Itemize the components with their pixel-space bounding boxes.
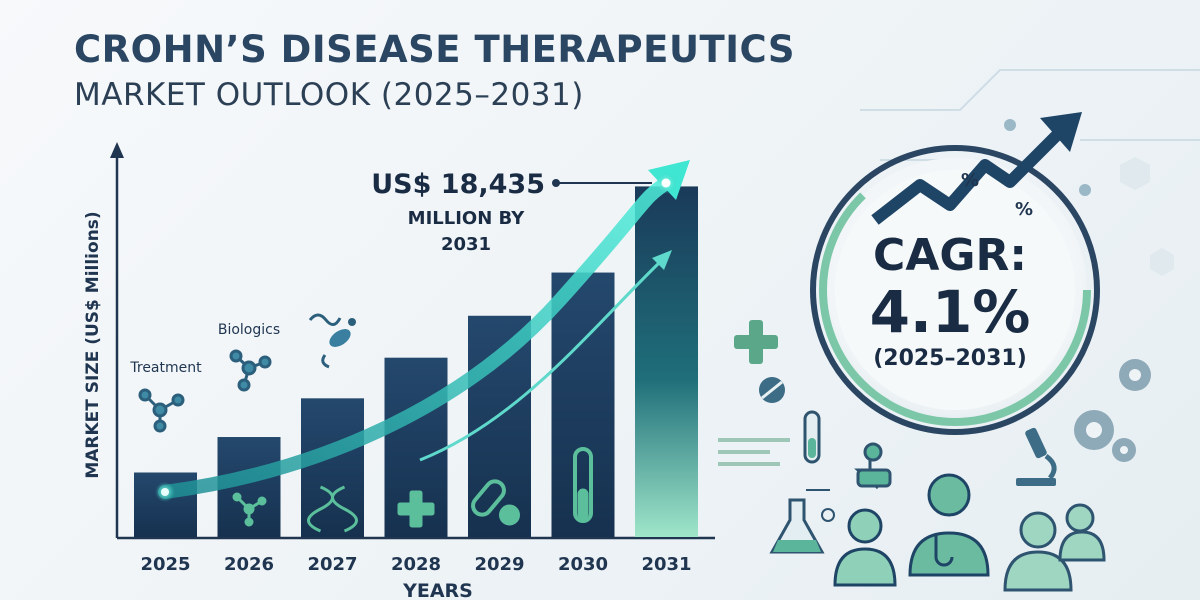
value-annotation: US$ 18,435 MILLION BY 2031 (371, 169, 545, 255)
trend-arrow-icon (871, 127, 1065, 225)
cagr-period: (2025–2031) (873, 346, 1027, 371)
cagr-badge: % % CAGR: 4.1% (2025–2031) (810, 112, 1100, 435)
stethoscope-icon (854, 442, 892, 490)
title-block: CROHN’S DISEASE THERAPEUTICS MARKET OUTL… (74, 28, 795, 113)
bar-2031 (635, 186, 698, 537)
percent-glyph-1: % (961, 170, 979, 191)
annotation-line3: 2031 (441, 234, 491, 255)
nurse-icon (833, 508, 897, 587)
cross-icon (397, 490, 435, 528)
dna-icon (307, 485, 358, 533)
cagr-value: 4.1% (870, 278, 1031, 346)
x-tick-label: 2031 (641, 554, 691, 575)
biologics-label: Biologics (218, 322, 280, 338)
growth-arrow (155, 160, 690, 502)
gear-icon (1074, 359, 1151, 462)
test-tube-icon (573, 447, 593, 523)
x-axis-label: YEARS (402, 580, 473, 600)
y-axis-arrow-icon (110, 142, 124, 158)
flask-icon (769, 489, 835, 554)
text-lines-decoration (718, 438, 790, 466)
x-tick-label: 2028 (391, 554, 441, 575)
molecule-icon (232, 492, 267, 527)
treatment-label: Treatment (129, 360, 202, 376)
doctor-icon (908, 473, 990, 577)
cross-icon (734, 320, 778, 364)
y-axis-label: MARKET SIZE (US$ Millions) (83, 211, 103, 478)
bar-series (134, 186, 698, 537)
x-tick-label: 2026 (224, 554, 274, 575)
x-tick-labels: 2025 2026 2027 2028 2029 2030 2031 (140, 554, 691, 575)
pill-icon (471, 479, 520, 526)
pill-icon (759, 377, 785, 403)
page-title: CROHN’S DISEASE THERAPEUTICS (74, 28, 795, 71)
annotation-line2: MILLION BY (408, 208, 526, 229)
x-tick-label: 2029 (474, 554, 524, 575)
test-tube-icon (803, 410, 821, 464)
cagr-label: CAGR: (873, 230, 1027, 281)
annotation-line1: US$ 18,435 (371, 169, 545, 200)
percent-glyph-2: % (1015, 199, 1033, 220)
molecule-icon (229, 349, 272, 392)
x-tick-label: 2027 (307, 554, 357, 575)
chart-axes (110, 142, 715, 540)
bacteria-icon (308, 313, 356, 369)
trend-arrow-head-icon (1040, 112, 1082, 152)
page-subtitle: MARKET OUTLOOK (2025–2031) (74, 77, 584, 113)
x-tick-label: 2025 (140, 554, 190, 575)
patient-icon (1003, 503, 1106, 592)
circuit-decoration (860, 69, 1200, 276)
molecule-icon (138, 388, 185, 433)
x-tick-label: 2030 (558, 554, 608, 575)
microscope-icon (1016, 427, 1057, 486)
